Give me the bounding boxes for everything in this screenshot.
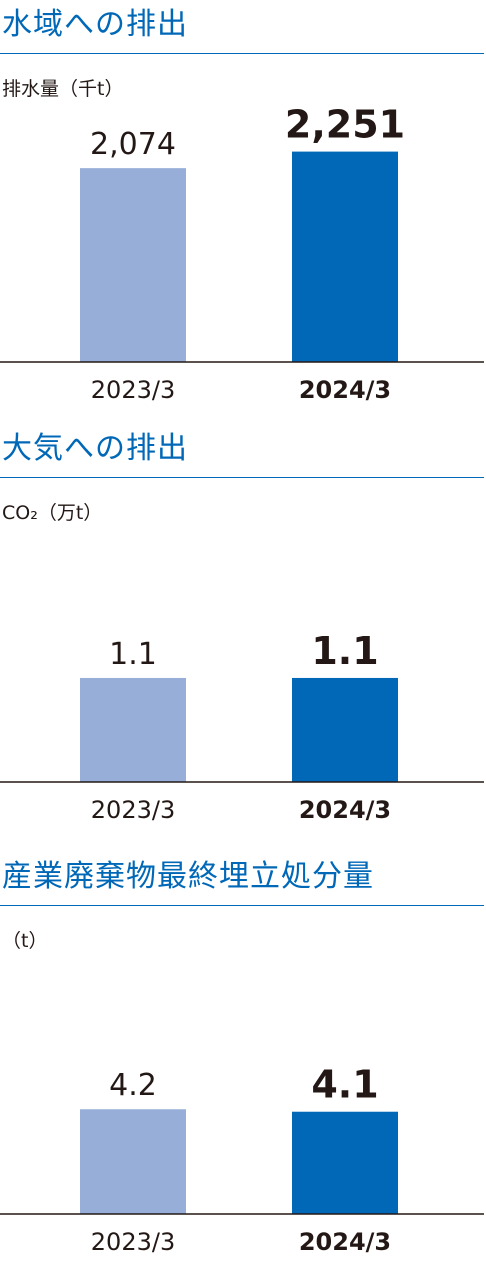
section-air-emission: 大気への排出 CO₂（万t） 1.1 2023/3 1.1 2024/3 bbox=[0, 430, 486, 840]
bar-2024-3 bbox=[292, 1111, 398, 1214]
data-label: 2,251 bbox=[285, 103, 405, 147]
unit-label: （t） bbox=[2, 930, 48, 952]
bar-chart: 4.2 2023/3 4.1 2024/3 bbox=[0, 1063, 484, 1256]
title-underline bbox=[0, 905, 484, 906]
category-label: 2023/3 bbox=[91, 796, 175, 824]
bar-2024-3 bbox=[292, 677, 398, 782]
category-label: 2023/3 bbox=[91, 376, 175, 404]
unit-label: CO₂（万t） bbox=[2, 502, 103, 524]
bar-chart: 2,074 2023/3 2,251 2024/3 bbox=[0, 103, 484, 404]
bar-2023-3 bbox=[80, 677, 186, 782]
category-label: 2024/3 bbox=[299, 796, 391, 824]
bar-chart: 1.1 2023/3 1.1 2024/3 bbox=[0, 629, 484, 824]
data-label: 2,074 bbox=[90, 127, 176, 162]
data-label: 4.1 bbox=[311, 1063, 378, 1107]
category-label: 2024/3 bbox=[299, 376, 391, 404]
section-title: 大気への排出 bbox=[2, 431, 188, 466]
bar-2023-3 bbox=[80, 1109, 186, 1214]
section-industrial-waste: 産業廃棄物最終埋立処分量 （t） 4.2 2023/3 4.1 2024/3 bbox=[0, 858, 486, 1263]
data-label: 1.1 bbox=[311, 629, 378, 673]
data-label: 1.1 bbox=[109, 637, 157, 672]
data-label: 4.2 bbox=[109, 1068, 157, 1103]
category-label: 2023/3 bbox=[91, 1228, 175, 1256]
title-underline bbox=[0, 53, 484, 54]
title-underline bbox=[0, 477, 484, 478]
bar-2023-3 bbox=[80, 168, 186, 362]
bar-2024-3 bbox=[292, 151, 398, 362]
unit-label: 排水量（千t） bbox=[2, 78, 124, 100]
section-title: 水域への排出 bbox=[2, 7, 188, 42]
category-label: 2024/3 bbox=[299, 1228, 391, 1256]
section-water-emission: 水域への排出 排水量（千t） 2,074 2023/3 2,251 2024/3 bbox=[0, 6, 486, 406]
section-title: 産業廃棄物最終埋立処分量 bbox=[2, 859, 374, 894]
